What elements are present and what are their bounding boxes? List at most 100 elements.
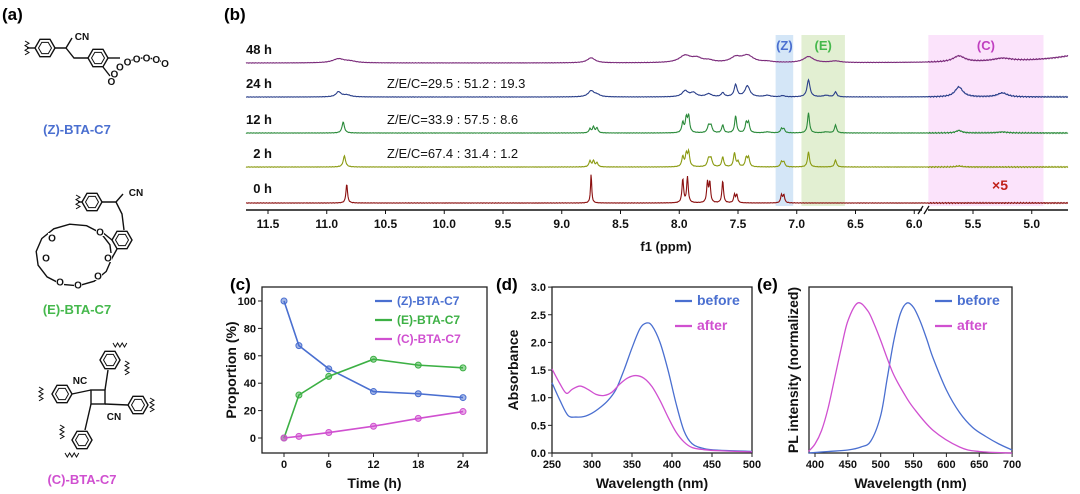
spectrum-time-label: 24 h — [246, 76, 272, 91]
x-tick-label: 7.0 — [788, 217, 805, 231]
series-curve — [807, 302, 1013, 454]
oxygen-atom-label: O — [74, 281, 82, 292]
y-axis-title: Absorbance — [505, 329, 521, 410]
benzene-ring — [34, 38, 56, 58]
y-axis-title: PL intensity (normalized) — [785, 287, 801, 453]
spectrum-trace — [245, 112, 1069, 135]
x-tick-label: 6 — [326, 459, 332, 471]
benzene-ring — [81, 192, 103, 212]
bond — [104, 369, 109, 391]
benzene-ring-inner — [130, 398, 146, 412]
oxygen-mask — [96, 227, 104, 236]
x-tick-label: 350 — [623, 459, 641, 471]
panel-a-label: (a) — [2, 5, 23, 24]
x-axis-title: Wavelength (nm) — [854, 475, 966, 491]
legend-label: (C)-BTA-C7 — [397, 332, 461, 346]
series-curve — [808, 302, 1013, 454]
y-tick-label: 20 — [244, 406, 256, 418]
x-tick-label: 11.0 — [315, 217, 338, 231]
oxygen-atom-label: O — [56, 278, 64, 289]
absorbance-chart: 250 300 350 400 450 500 0.0 0.5 1.0 1.5 2.0 2.5 3.0 W… — [505, 282, 761, 491]
oxygen-atom-label: O — [133, 54, 141, 65]
spectrum-time-label: 2 h — [253, 146, 272, 161]
series-line — [283, 300, 464, 399]
benzene-ring-inner — [114, 233, 130, 247]
x-tick-label: 0 — [281, 459, 287, 471]
oxygen-atom-label: O — [108, 77, 116, 88]
highlight-label: (E) — [815, 38, 832, 53]
benzene-ring — [99, 350, 121, 370]
wavy-bond-icon — [148, 397, 156, 413]
y-tick-label: 60 — [244, 351, 256, 363]
axis-break-icon — [917, 205, 930, 215]
molecule-label-e: (E)-BTA-C7 — [43, 302, 111, 317]
oxygen-mask — [56, 277, 64, 286]
highlight-label: (Z) — [776, 38, 793, 53]
x-tick-label: 5.0 — [1023, 217, 1040, 231]
x-tick-label: 650 — [970, 459, 988, 471]
data-point — [369, 422, 377, 430]
wavy-bond-icon — [112, 341, 128, 349]
x-tick-label: 5.5 — [965, 217, 982, 231]
series-curve — [551, 322, 753, 452]
plot-frame — [551, 286, 753, 454]
legend-label: (Z)-BTA-C7 — [397, 294, 460, 308]
oxygen-atom-label: O — [152, 55, 160, 66]
legend-label: after — [957, 317, 988, 333]
oxygen-mask — [42, 253, 50, 262]
benzene-ring — [87, 48, 109, 68]
scale-factor-label: ×5 — [992, 177, 1008, 193]
bond — [102, 66, 111, 77]
y-axis-title: Proportion (%) — [223, 321, 239, 418]
ratio-annotation-12h: Z/E/C=33.9 : 57.5 : 8.6 — [387, 112, 518, 127]
oxygen-mask — [123, 56, 132, 66]
y-tick-label: 0.5 — [531, 420, 546, 432]
y-tick-label: 1.0 — [531, 393, 546, 405]
legend-label: before — [957, 292, 1000, 308]
x-tick-label: 500 — [743, 459, 761, 471]
ratio-annotation-2h: Z/E/C=67.4 : 31.4 : 1.2 — [387, 146, 518, 161]
molecule-label-c: (C)-BTA-C7 — [47, 472, 116, 487]
x-tick-label: 600 — [937, 459, 955, 471]
highlight-label: (C) — [977, 38, 995, 53]
x-tick-label: 400 — [663, 459, 681, 471]
oxygen-mask — [110, 68, 119, 78]
oxygen-atom-label: O — [96, 228, 104, 239]
benzene-ring — [71, 430, 93, 450]
data-point — [325, 429, 333, 437]
spectrum-time-label: 12 h — [246, 112, 272, 127]
bond — [104, 403, 129, 406]
x-tick-label: 550 — [904, 459, 922, 471]
data-point — [459, 394, 467, 402]
x-tick-label: 500 — [872, 459, 890, 471]
oxygen-mask — [132, 53, 141, 63]
x-tick-label: 450 — [703, 459, 721, 471]
panel-b-label: (b) — [224, 5, 246, 24]
proportion-chart: 0 6 12 18 24 0 20 40 60 80 100 Time (h) Proportion (… — [223, 286, 488, 491]
data-point — [325, 372, 333, 380]
legend-label: (E)-BTA-C7 — [397, 313, 460, 327]
wavy-bond-icon — [64, 451, 80, 459]
oxygen-mask — [115, 62, 124, 72]
oxygen-mask — [104, 253, 112, 262]
oxygen-atom-label: O — [161, 59, 169, 70]
oxygen-atom-label: O — [124, 57, 132, 68]
bond — [102, 193, 124, 203]
legend-label: before — [697, 292, 740, 308]
data-point — [295, 391, 303, 399]
oxygen-mask — [160, 58, 169, 68]
data-point — [280, 297, 288, 305]
x-axis-title: Time (h) — [347, 475, 401, 491]
isocyano-label: NC — [73, 376, 87, 387]
cyclobutane-ring — [90, 389, 106, 405]
panel-c-label: (c) — [230, 275, 251, 294]
bond — [71, 389, 92, 395]
x-tick-label: 24 — [457, 459, 470, 471]
highlight-band — [928, 35, 1044, 206]
x-tick-label: 9.0 — [553, 217, 570, 231]
oxygen-atom-label: O — [143, 54, 151, 65]
oxygen-atom-label: O — [110, 69, 118, 80]
benzene-ring-inner — [84, 195, 100, 209]
